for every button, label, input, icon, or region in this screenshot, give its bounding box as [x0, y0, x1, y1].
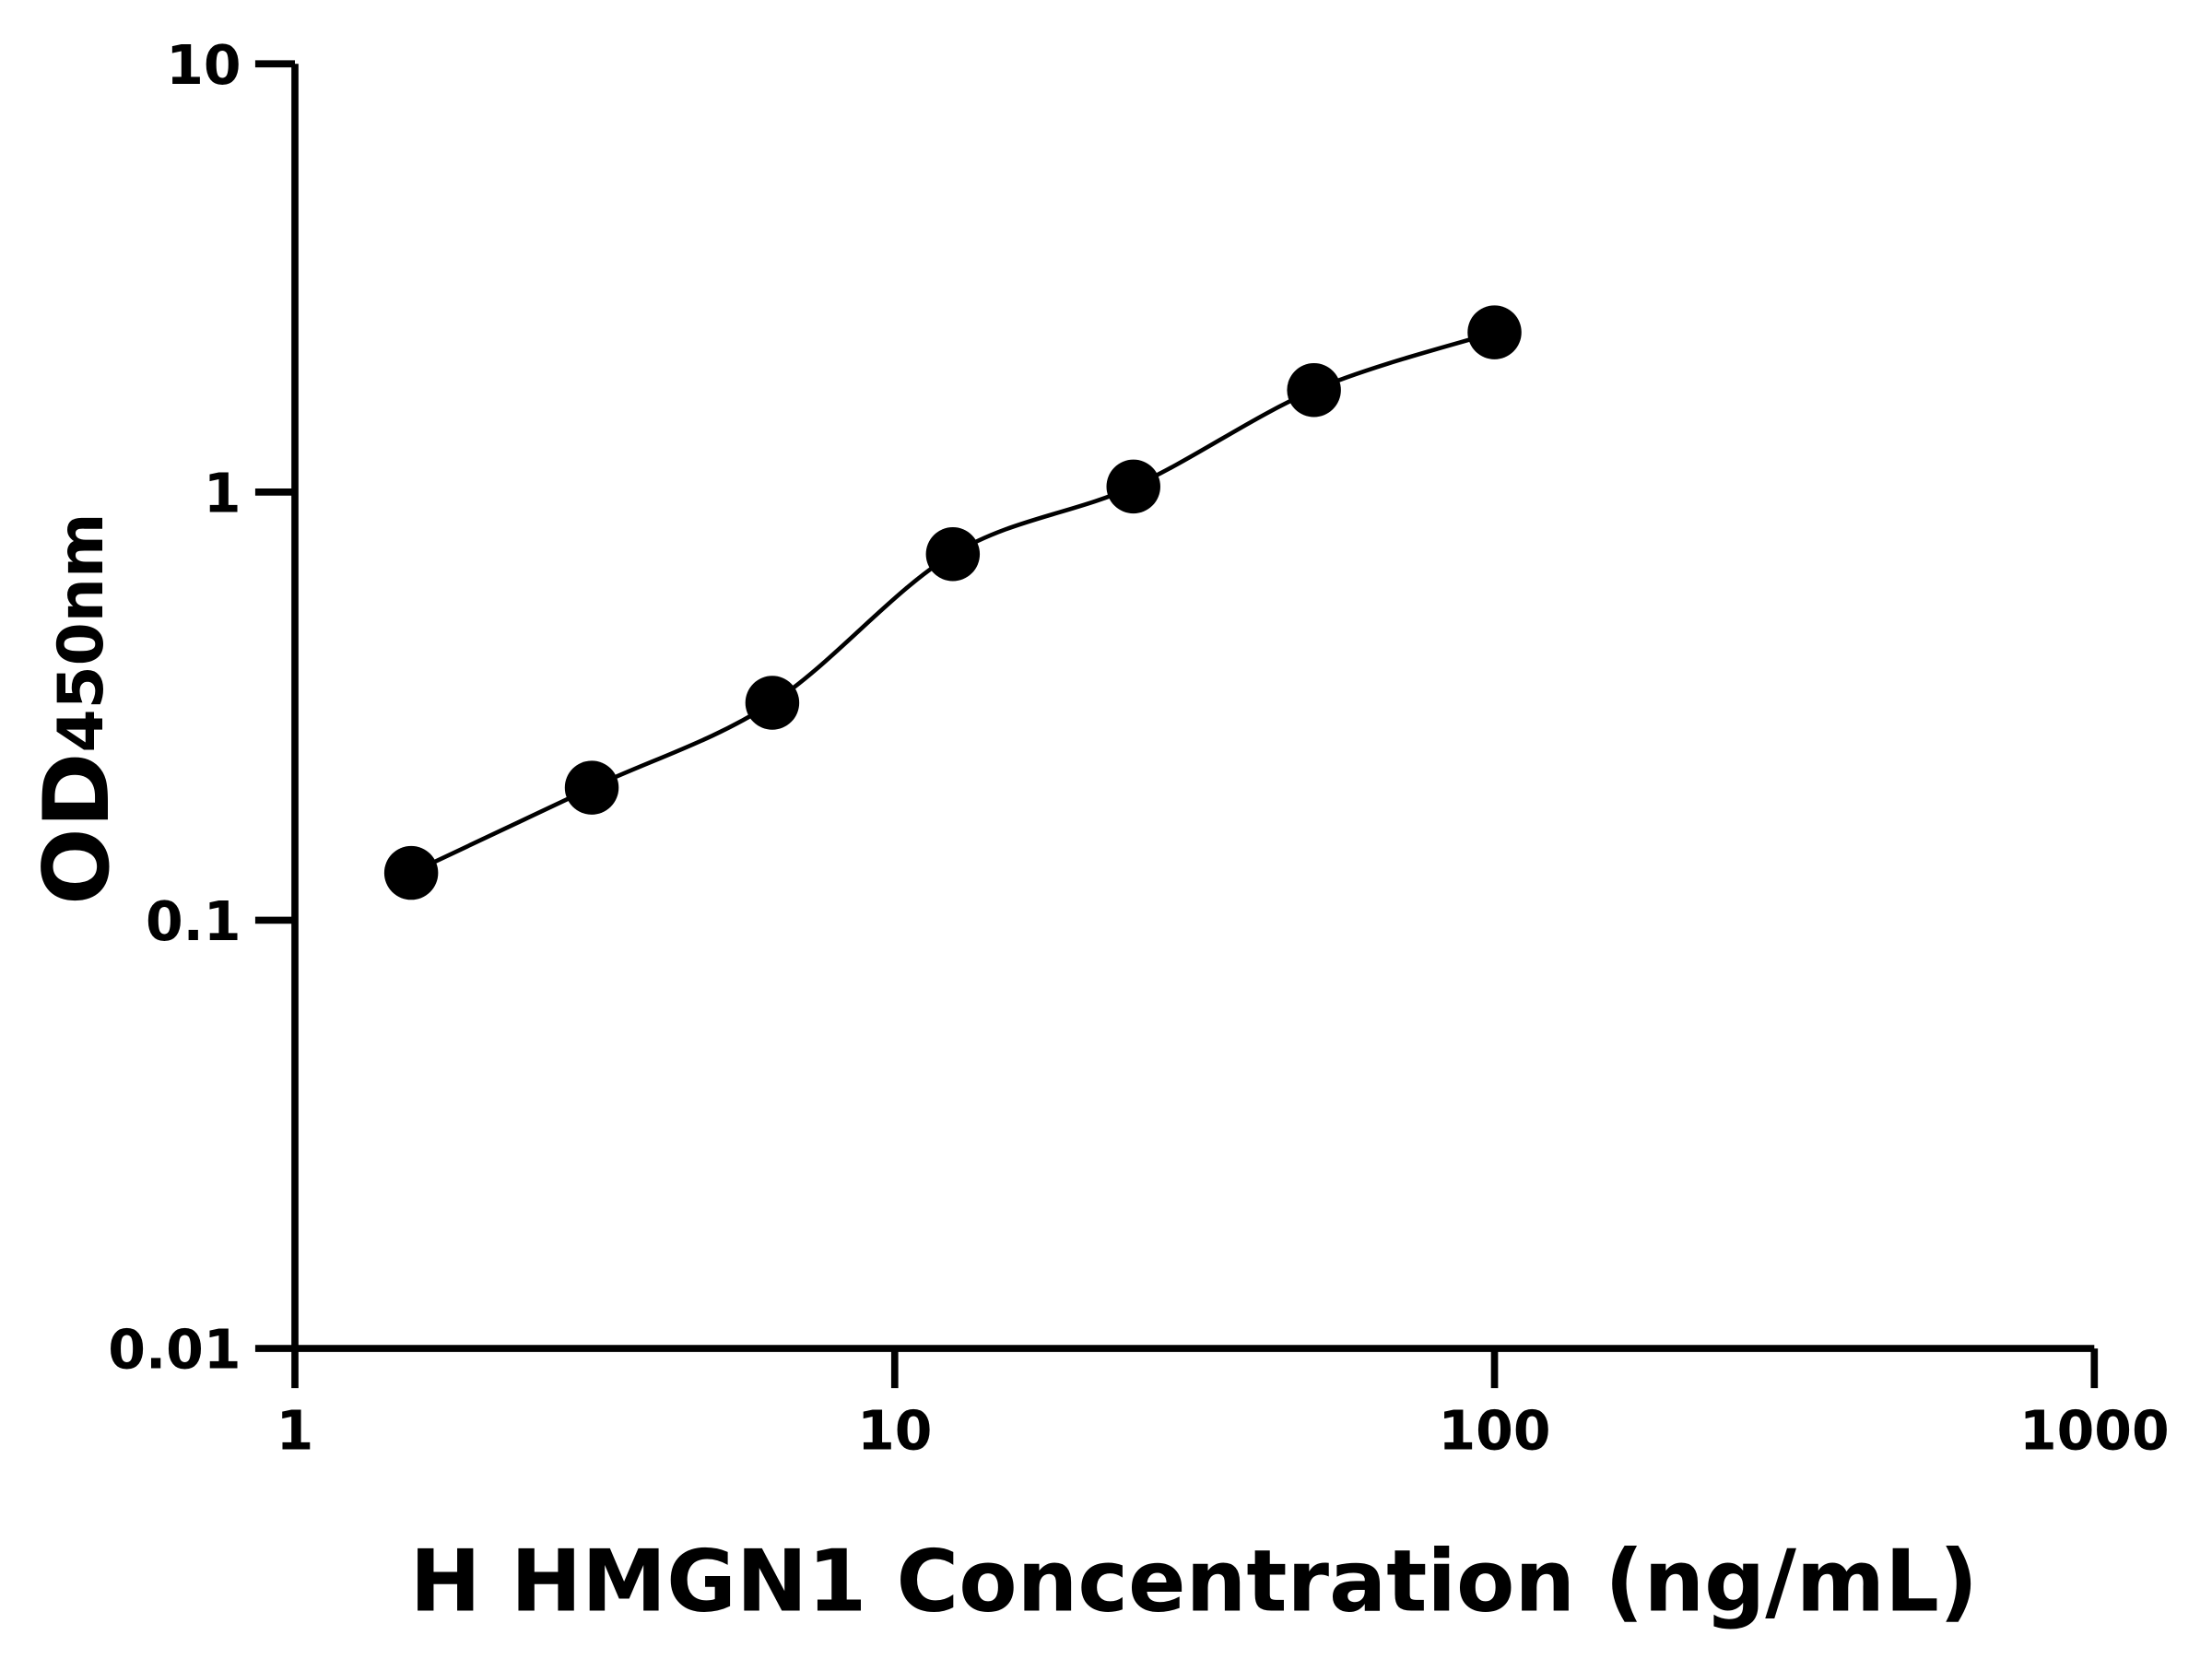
y-tick-label: 0.1 [146, 890, 241, 953]
data-point [925, 527, 981, 582]
data-point [1106, 459, 1160, 514]
data-point [745, 676, 800, 730]
y-axis-label: OD450nm [25, 513, 130, 905]
data-points [383, 305, 1522, 900]
x-tick-label: 10 [857, 1399, 932, 1462]
y-axis-label-subscript: 450nm [44, 513, 117, 753]
data-point [1467, 305, 1522, 359]
x-tick-label: 1000 [2019, 1399, 2170, 1462]
data-point [1287, 363, 1341, 418]
axes [291, 64, 2095, 1352]
y-tick-label: 10 [166, 34, 241, 97]
y-tick-label: 1 [204, 462, 241, 524]
x-tick-label: 100 [1439, 1399, 1551, 1462]
x-axis-label: H HMGN1 Concentration (ng/mL) [410, 1532, 1978, 1631]
y-tick-label: 0.01 [108, 1319, 241, 1382]
x-tick-label: 1 [276, 1399, 314, 1462]
data-point [564, 760, 619, 815]
ticks: 1 10 100 1000 0.01 0.1 1 10 [108, 34, 2169, 1463]
data-point [383, 845, 439, 900]
y-axis-label-main: OD [25, 753, 130, 905]
